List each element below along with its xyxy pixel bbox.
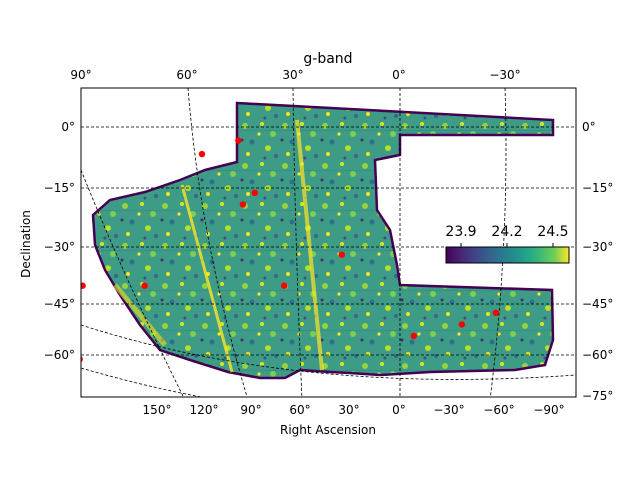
ra-bottom-tick-label: −30°: [433, 403, 464, 417]
marker-point: [575, 322, 576, 326]
ra-top-tick-label: 60°: [176, 68, 197, 82]
ra-top-tick-label: 30°: [282, 68, 303, 82]
dec-right-ticks: 0° −15° −30° −45° −60° −75°: [582, 120, 613, 403]
dec-right-tick-label: 0°: [582, 120, 596, 134]
dec-right-tick-label: −60°: [582, 348, 613, 362]
meridian-line: [489, 88, 507, 397]
ra-bottom-tick-label: −90°: [533, 403, 564, 417]
chart-title: g-band: [303, 51, 352, 67]
y-axis-label: Declination: [19, 210, 33, 278]
dec-left-tick-label: −30°: [44, 240, 75, 254]
marker-point: [141, 282, 148, 289]
marker-layer: [81, 137, 576, 363]
dec-left-ticks: 0° −15° −30° −45° −60°: [44, 120, 75, 362]
axes-border: [80, 87, 577, 398]
marker-point: [81, 342, 82, 345]
ra-bottom-tick-label: 120°: [190, 403, 219, 417]
marker-point: [251, 189, 258, 196]
dec-left-tick-label: 0°: [61, 120, 75, 134]
ra-bottom-tick-label: 60°: [289, 403, 310, 417]
marker-point: [81, 282, 86, 289]
ra-bottom-tick-label: 150°: [143, 403, 172, 417]
colorbar-gradient: [445, 246, 570, 264]
dec-right-tick-label: −15°: [582, 181, 613, 195]
meridian-line: [187, 88, 248, 397]
plot-area: [80, 87, 577, 398]
ra-top-tick-label: −30°: [489, 68, 520, 82]
ra-bottom-tick-label: −60°: [483, 403, 514, 417]
dec-right-tick-label: −30°: [582, 240, 613, 254]
ra-top-tick-label: 0°: [392, 68, 406, 82]
marker-point: [338, 251, 345, 258]
marker-point: [235, 137, 242, 144]
colorbar-tick-label: 23.9: [445, 224, 476, 240]
marker-point: [198, 150, 206, 158]
marker-point: [410, 332, 417, 340]
marker-point: [281, 282, 288, 289]
dec-right-tick-label: −45°: [582, 297, 613, 311]
marker-point: [492, 309, 500, 316]
ra-bottom-tick-label: 0°: [392, 403, 406, 417]
ra-bottom-ticks: 150° 120° 90° 60° 30° 0° −30° −60° −90°: [143, 403, 565, 417]
dec-right-tick-label: −75°: [582, 389, 613, 403]
survey-footprint: [91, 101, 555, 380]
ra-bottom-tick-label: 90°: [240, 403, 261, 417]
parallel-line: [81, 324, 576, 380]
dec-left-tick-label: −45°: [44, 297, 75, 311]
graticule-meridians: [81, 88, 507, 397]
footprint-bright-stripe: [113, 283, 167, 347]
footprint-bright-stripe: [295, 119, 324, 371]
colorbar-tick-label: 24.2: [491, 224, 522, 240]
ra-top-tick-label: 90°: [70, 68, 91, 82]
dec-left-tick-label: −15°: [44, 181, 75, 195]
ra-bottom-tick-label: 30°: [338, 403, 359, 417]
meridian-line: [81, 169, 184, 397]
colorbar-tick-label: 24.5: [537, 224, 568, 240]
graticule-parallels: [81, 126, 576, 397]
ra-top-ticks: 90° 60° 30° 0° −30°: [70, 68, 520, 82]
dec-left-tick-label: −60°: [44, 348, 75, 362]
marker-point: [458, 321, 466, 328]
meridian-line: [292, 88, 303, 397]
footprint-bright-stripe: [180, 184, 234, 373]
marker-point: [239, 201, 247, 208]
x-axis-label: Right Ascension: [280, 423, 376, 437]
marker-point: [81, 356, 83, 363]
colorbar: 23.9 24.2 24.5: [445, 224, 570, 264]
